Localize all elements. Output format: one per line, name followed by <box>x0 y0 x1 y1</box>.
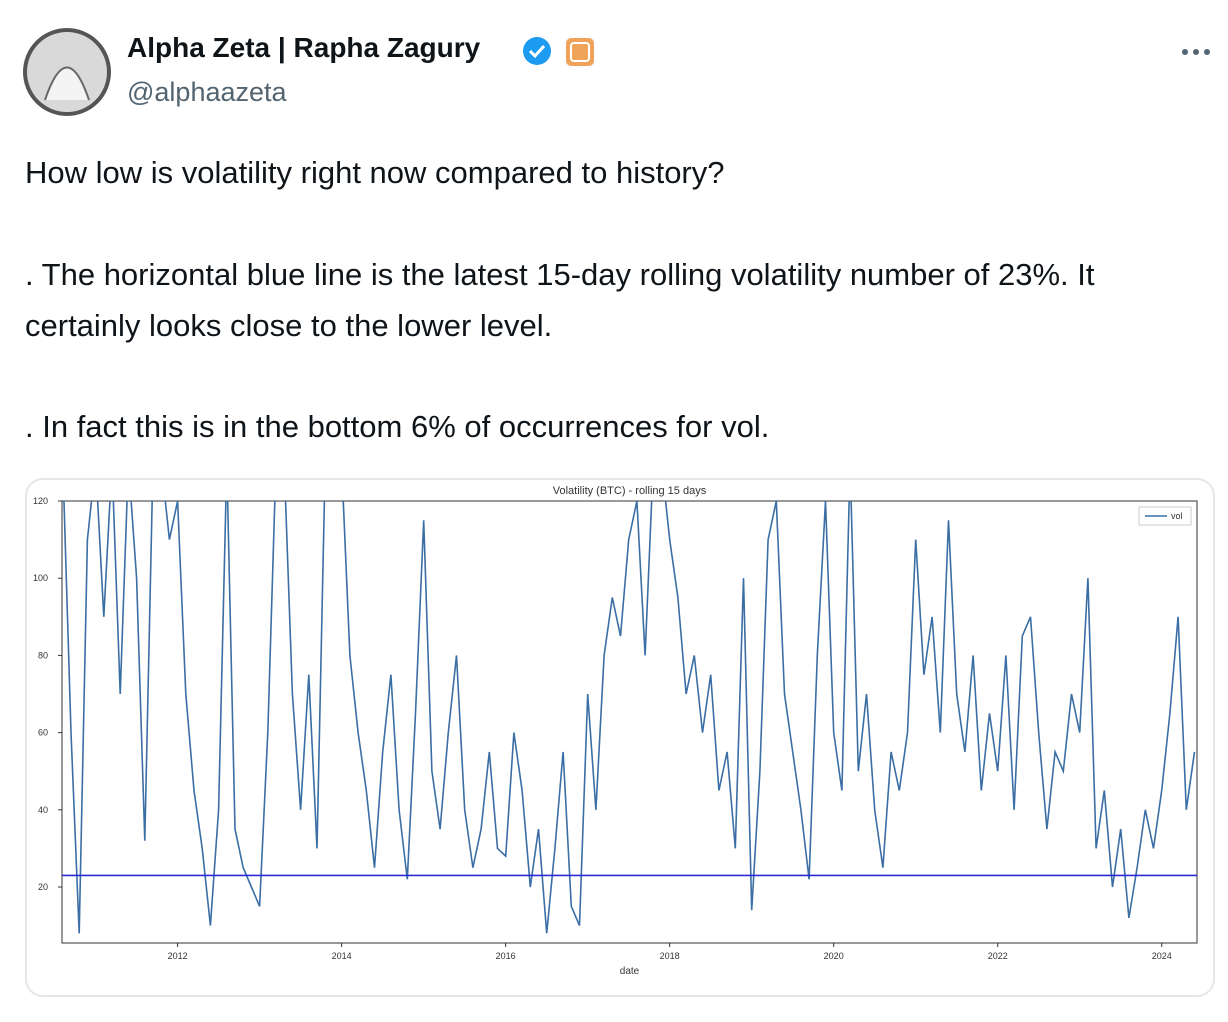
author-name[interactable]: Alpha Zeta | Rapha Zagury <box>127 32 481 63</box>
legend-label: vol <box>1171 511 1183 521</box>
x-tick-label: 2024 <box>1152 951 1172 961</box>
verified-badge <box>523 37 551 65</box>
media-card[interactable] <box>25 478 1215 997</box>
y-tick-label: 100 <box>33 573 48 583</box>
chart-title: Volatility (BTC) - rolling 15 days <box>553 485 707 497</box>
x-tick-label: 2012 <box>168 951 188 961</box>
x-tick-label: 2018 <box>660 951 680 961</box>
x-tick-label: 2022 <box>988 951 1008 961</box>
x-axis-label: date <box>620 966 640 977</box>
y-tick-label: 80 <box>38 650 48 660</box>
avatar-figure <box>44 66 90 101</box>
y-tick-label: 60 <box>38 728 48 738</box>
vol-line <box>63 501 1196 934</box>
author-handle[interactable]: @alphaazeta <box>127 77 287 107</box>
y-tick-label: 40 <box>38 805 48 815</box>
x-tick-label: 2014 <box>332 951 352 961</box>
plot-area <box>61 500 1198 944</box>
subscriber-badge <box>566 38 594 66</box>
more-menu[interactable] <box>1182 49 1210 55</box>
y-tick-label: 20 <box>38 882 48 892</box>
x-tick-label: 2016 <box>496 951 516 961</box>
tweet-text: . In fact this is in the bottom 6% of oc… <box>25 409 770 444</box>
x-tick-label: 2020 <box>824 951 844 961</box>
plot-clip <box>62 501 1197 934</box>
tweet-header-icons <box>23 28 1210 116</box>
tweet-text: . The horizontal blue line is the latest… <box>25 257 1095 343</box>
y-tick-label: 120 <box>33 496 48 506</box>
tweet-text: How low is volatility right now compared… <box>25 155 725 190</box>
